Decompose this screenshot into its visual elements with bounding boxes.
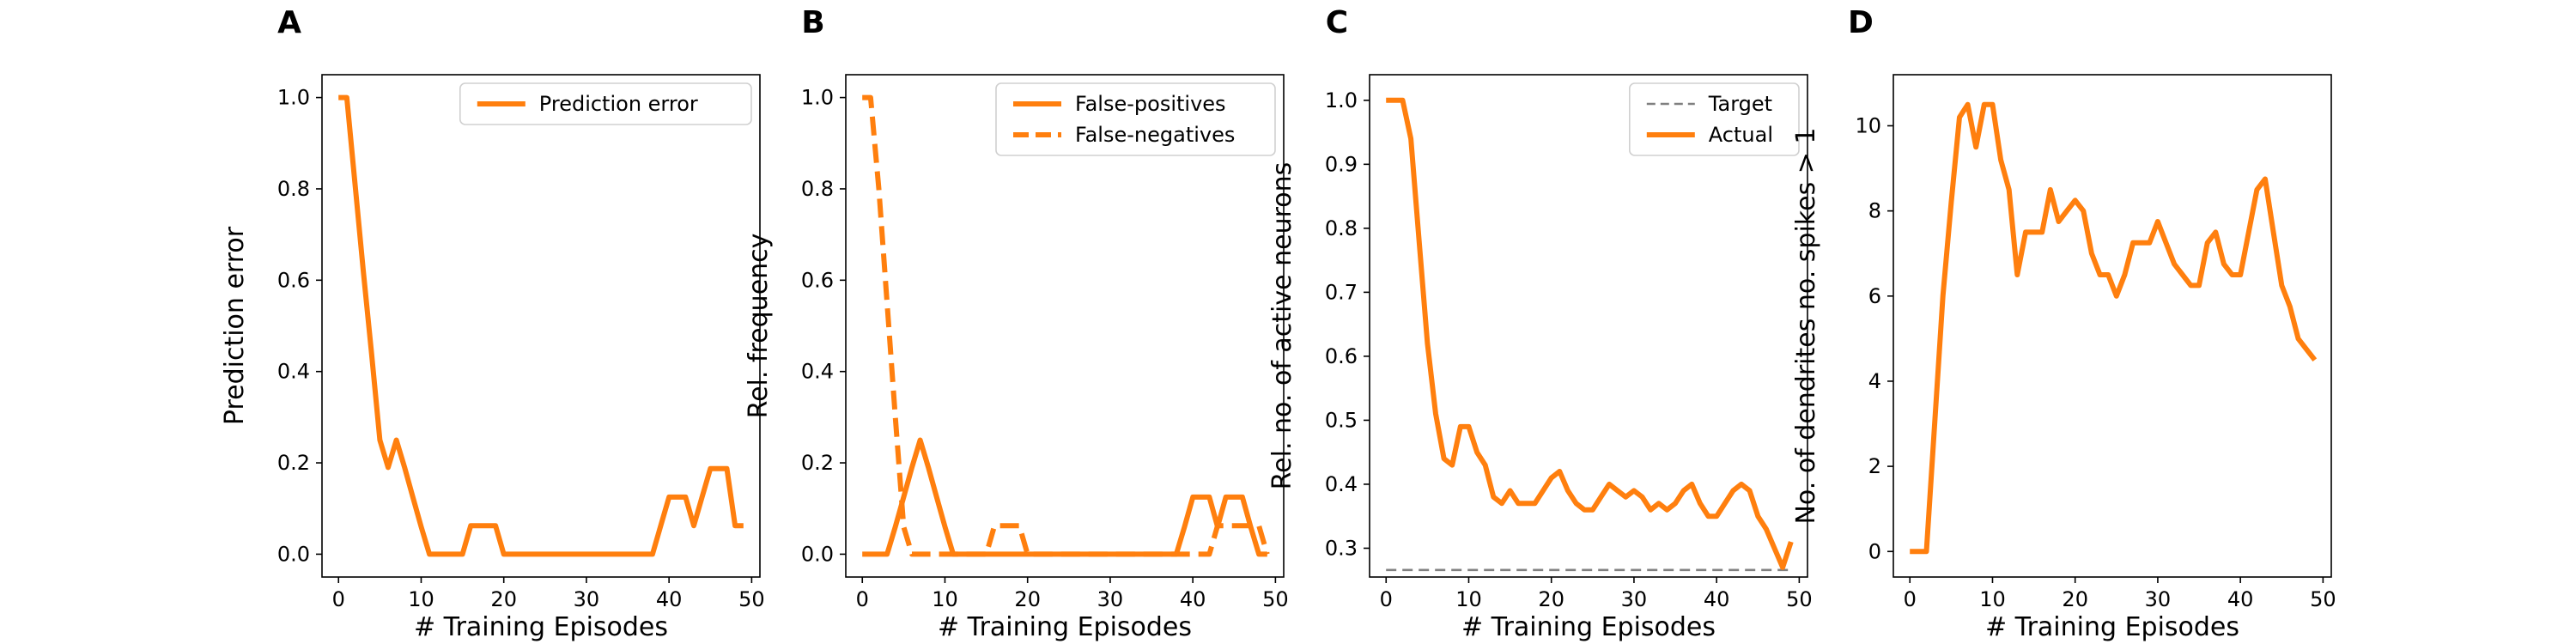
x-tick-label: 30 [2145,587,2172,611]
x-tick-label: 50 [738,587,765,611]
y-tick-label: 0.9 [1325,152,1358,176]
y-tick-label: 0.3 [1325,536,1358,560]
x-tick-label: 0 [332,587,345,611]
panel-a: A 0 10 20 30 40 50 0.0 0.2 0.4 0.6 0.8 1.0 # Training… [220,5,765,642]
axes-frame [1369,74,1808,578]
x-tick-label: 50 [1786,587,1813,611]
x-tick-label: 20 [2062,587,2088,611]
y-tick-label: 0.0 [277,542,310,566]
y-tick-label: 0.6 [1325,344,1358,368]
legend-label: Target [1708,92,1772,116]
x-tick-label: 40 [2227,587,2254,611]
y-tick-label: 0.4 [1325,472,1358,496]
x-tick-label: 10 [932,587,958,611]
x-tick-label: 0 [1380,587,1393,611]
axes-frame [1893,74,2332,578]
panel-letter: C [1326,5,1348,40]
y-tick-label: 0.7 [1325,280,1358,304]
x-tick-label: 40 [1704,587,1730,611]
axes-frame [321,74,761,578]
x-tick-label: 10 [408,587,434,611]
x-tick-label: 20 [1538,587,1564,611]
y-tick-label: 0.8 [1325,216,1358,240]
y-tick-label: 4 [1868,369,1881,393]
x-tick-label: 40 [1180,587,1206,611]
y-tick-label: 1.0 [1325,88,1358,112]
x-tick-label: 20 [1014,587,1041,611]
y-tick-label: 0.4 [277,360,310,384]
x-axis-label: # Training Episodes [1985,612,2239,642]
x-tick-label: 10 [1979,587,2006,611]
series-line-main [1910,101,2318,555]
legend: Prediction error [459,82,752,125]
x-tick-label: 10 [1455,587,1482,611]
y-tick-label: 8 [1868,199,1881,223]
y-tick-label: 0.6 [277,268,310,292]
x-tick-label: 30 [1621,587,1648,611]
legend: False-positives False-negatives [995,82,1276,156]
x-axis-label: # Training Episodes [414,612,668,642]
panel-c: C 0 10 20 30 40 50 0.3 0.4 0.5 0.6 0.7 0.8 0.9 1.0 # Tr… [1267,5,1813,642]
x-tick-label: 40 [656,587,683,611]
x-tick-label: 0 [1904,587,1917,611]
legend-label: False-positives [1075,92,1226,116]
x-axis-label: # Training Episodes [1461,612,1716,642]
y-tick-label: 0.5 [1325,408,1358,432]
panel-letter: D [1848,5,1874,40]
x-tick-label: 50 [2310,587,2336,611]
series-line-false-negatives [862,94,1270,557]
axes-frame [845,74,1285,578]
x-tick-label: 50 [1262,587,1289,611]
y-tick-label: 0.0 [801,542,834,566]
panel-b: B 0 10 20 30 40 50 0.0 0.2 0.4 0.6 0.8 1.0 # Training… [744,5,1289,642]
legend-label: Prediction error [539,92,698,116]
y-tick-label: 0.2 [277,451,310,475]
y-tick-label: 0 [1868,539,1881,563]
y-tick-label: 10 [1855,113,1881,137]
x-tick-label: 20 [490,587,517,611]
y-axis-label: Rel. frequency [744,234,774,419]
x-tick-label: 0 [856,587,869,611]
series-line-false-positives [862,437,1267,557]
x-tick-label: 30 [574,587,600,611]
x-axis-label: # Training Episodes [938,612,1192,642]
panel-letter: A [277,5,301,40]
y-tick-label: 6 [1868,284,1881,308]
series-line-actual [1386,97,1794,570]
y-tick-label: 2 [1868,454,1881,478]
y-tick-label: 0.6 [801,268,834,292]
legend-label: Actual [1709,123,1773,147]
legend-box [995,82,1276,156]
y-axis-label: Prediction error [220,226,250,425]
y-tick-label: 0.8 [801,177,834,201]
panel-letter: B [801,5,824,40]
y-tick-label: 0.2 [801,451,834,475]
series-line-prediction-error [338,94,744,557]
legend-box [459,82,752,125]
y-axis-label: No. of dendrites no. spikes > 1 [1791,127,1821,524]
y-axis-label: Rel. no. of active neurons [1267,162,1297,490]
y-tick-label: 0.4 [801,360,834,384]
y-tick-label: 1.0 [277,86,310,110]
legend-label: False-negatives [1075,123,1235,147]
y-tick-label: 0.8 [277,177,310,201]
x-tick-label: 30 [1097,587,1124,611]
legend: Target Actual [1629,82,1800,156]
y-tick-label: 1.0 [801,86,834,110]
